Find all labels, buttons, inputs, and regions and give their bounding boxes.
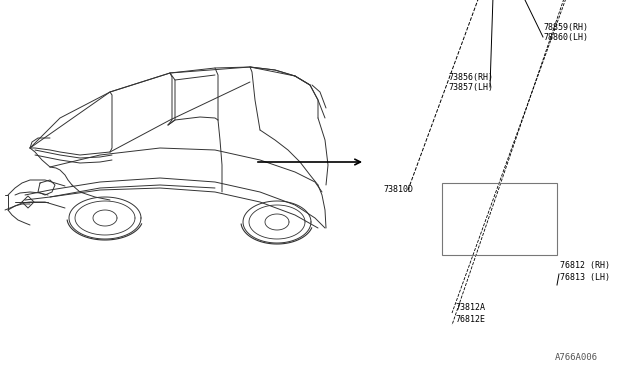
- Text: 73812A: 73812A: [455, 303, 485, 312]
- Text: 76812 (RH): 76812 (RH): [560, 261, 610, 270]
- Text: 78860(LH): 78860(LH): [543, 33, 588, 42]
- Text: 73810D: 73810D: [383, 186, 413, 195]
- Text: A766A006: A766A006: [555, 353, 598, 362]
- Text: 73856(RH): 73856(RH): [448, 73, 493, 82]
- Text: 78859(RH): 78859(RH): [543, 23, 588, 32]
- Text: 76812E: 76812E: [455, 315, 485, 324]
- Text: 76813 (LH): 76813 (LH): [560, 273, 610, 282]
- Text: 73857(LH): 73857(LH): [448, 83, 493, 92]
- Bar: [442, 183, 557, 255]
